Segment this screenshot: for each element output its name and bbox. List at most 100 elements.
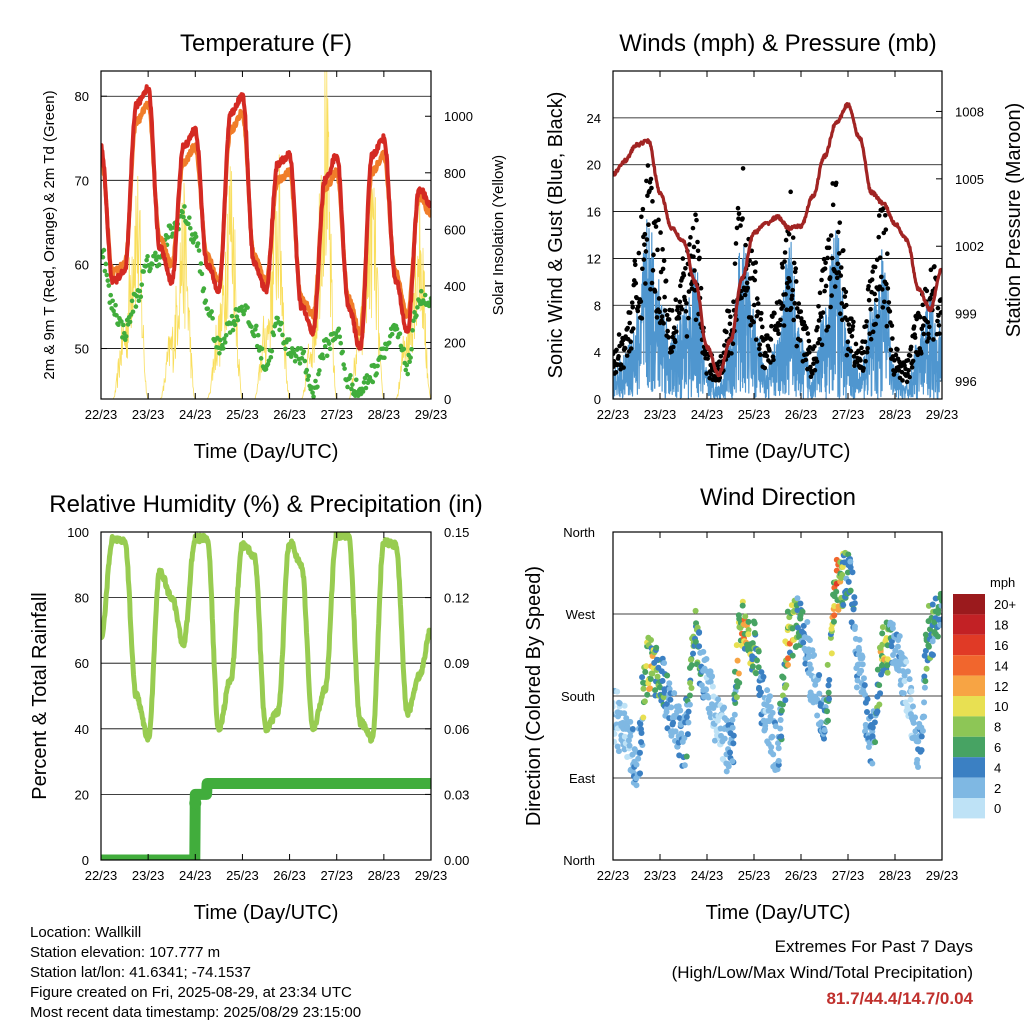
direction-point [789, 652, 796, 659]
direction-point [640, 685, 647, 692]
dewpoint-point [398, 343, 404, 349]
gust-point [652, 289, 658, 294]
gust-point [842, 294, 848, 299]
gust-point [624, 353, 630, 358]
dewpoint-point [341, 362, 346, 367]
dewpoint-point [348, 373, 353, 378]
dewpoint-point [319, 352, 325, 357]
direction-point [641, 698, 648, 705]
gust-point [732, 261, 738, 266]
direction-point [884, 669, 891, 676]
direction-point [767, 704, 774, 711]
gust-point [755, 301, 761, 306]
dewpoint-point [336, 326, 342, 332]
direction-point [929, 651, 936, 658]
gust-point [619, 341, 625, 347]
gust-point [823, 283, 829, 289]
direction-x-title: Time (Day/UTC) [706, 902, 851, 924]
gust-point [812, 367, 818, 373]
direction-point [859, 661, 866, 668]
temp-2m-line [101, 84, 431, 351]
gust-point [794, 343, 800, 349]
dewpoint-point [110, 298, 115, 304]
gust-point [751, 302, 757, 308]
gust-point [744, 280, 750, 286]
direction-point [900, 690, 907, 697]
gust-point [807, 350, 812, 355]
gust-point [912, 335, 918, 340]
gust-point [649, 280, 655, 286]
gust-point [935, 318, 940, 324]
gust-point [688, 235, 693, 240]
dewpoint-point [316, 371, 321, 377]
gust-point [762, 365, 768, 371]
dewpoint-point [187, 215, 192, 220]
dewpoint-point [105, 278, 111, 283]
gust-point [633, 280, 639, 286]
gust-point [849, 333, 855, 339]
direction-point [735, 612, 742, 619]
direction-point [742, 613, 749, 620]
gust-point [642, 242, 647, 247]
direction-point [780, 674, 787, 681]
legend-label: 0 [994, 801, 1001, 816]
gust-point [803, 357, 809, 363]
gust-point [788, 189, 793, 195]
direction-point [912, 714, 919, 721]
dewpoint-point [217, 350, 222, 356]
gust-point [677, 299, 683, 305]
extremes-heading: Extremes For Past 7 Days [774, 937, 973, 956]
dewpoint-point [218, 337, 223, 343]
winds-y-left-title: Sonic Wind & Gust (Blue, Black) [545, 92, 567, 379]
direction-point [659, 677, 666, 684]
gust-point [870, 269, 875, 274]
x-tick-label: 23/23 [132, 868, 165, 883]
dewpoint-point [407, 359, 412, 365]
direction-point [894, 643, 901, 650]
solar-line [101, 71, 431, 399]
x-tick-label: 28/23 [879, 868, 912, 883]
gust-point [786, 231, 792, 237]
gust-point [833, 180, 839, 186]
gust-point [691, 244, 697, 250]
direction-point [840, 601, 847, 608]
gust-point [827, 275, 833, 280]
station-info: Location: Wallkill Station elevation: 10… [30, 923, 361, 1023]
direction-point [725, 763, 732, 770]
gust-point [728, 314, 733, 320]
dewpoint-point [232, 322, 238, 328]
direction-point [745, 618, 752, 625]
direction-point [730, 732, 737, 739]
dewpoint-point [103, 261, 109, 267]
direction-point [727, 749, 734, 756]
gust-point [643, 281, 648, 286]
direction-point [696, 629, 703, 636]
direction-point [871, 719, 878, 726]
gust-point [866, 284, 871, 289]
precip-line [101, 778, 431, 860]
gust-point [850, 323, 856, 329]
gust-point [632, 258, 638, 264]
dewpoint-point [340, 349, 345, 355]
dewpoint-point [320, 355, 326, 361]
gust-point [829, 255, 835, 261]
gust-point [644, 237, 650, 242]
x-tick-label: 27/23 [832, 868, 865, 883]
direction-point [923, 665, 930, 672]
direction-point [751, 630, 758, 637]
gust-point [826, 245, 832, 251]
direction-point [775, 757, 782, 764]
gust-point [769, 323, 774, 329]
dewpoint-point [313, 378, 318, 384]
dewpoint-point [223, 332, 229, 338]
gust-point [639, 214, 644, 220]
gust-point [740, 166, 746, 171]
gust-point [872, 264, 878, 270]
direction-point [918, 733, 925, 740]
direction-point [872, 739, 879, 746]
gust-point [649, 185, 654, 191]
dewpoint-point [338, 340, 344, 346]
gust-point [664, 312, 670, 318]
dewpoint-point [302, 358, 308, 364]
dewpoint-point [141, 269, 147, 274]
